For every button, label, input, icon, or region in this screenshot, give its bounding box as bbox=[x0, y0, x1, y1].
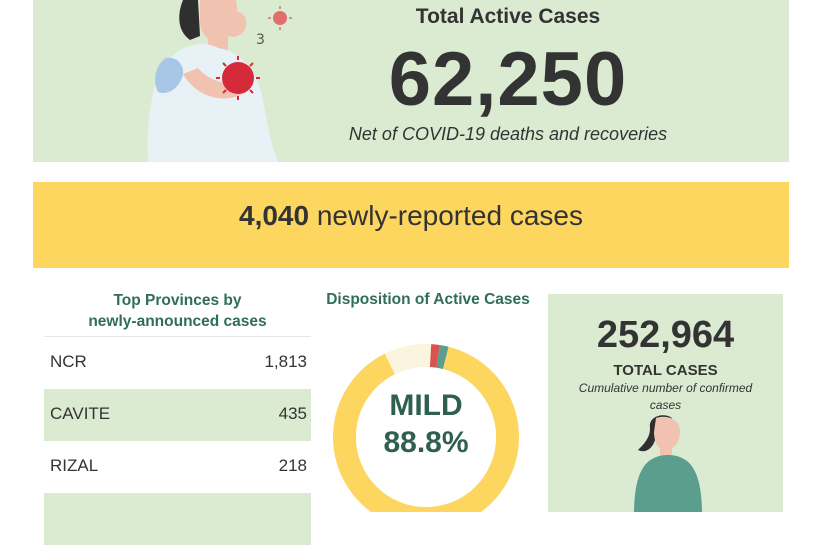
new-cases-label: newly-reported cases bbox=[309, 200, 583, 231]
total-active-subtitle: Net of COVID-19 deaths and recoveries bbox=[348, 124, 668, 144]
total-cases-value: 252,964 bbox=[596, 314, 735, 356]
donut-hole bbox=[356, 367, 496, 507]
donut-slice-1 bbox=[384, 344, 432, 375]
new-cases-count: 4,040 bbox=[239, 200, 310, 231]
donut-center-value: 88.8% bbox=[383, 426, 469, 459]
province-value: 435 bbox=[278, 404, 307, 423]
total-active-title: Total Active Cases bbox=[415, 5, 601, 28]
new-cases-text: 4,040 newly-reported cases bbox=[33, 200, 789, 232]
disposition-donut-chart bbox=[333, 344, 519, 512]
coughing-woman-illustration: 3 bbox=[147, 0, 292, 162]
total-active-value: 62,250 bbox=[388, 37, 628, 122]
province-name: CAVITE bbox=[50, 404, 111, 423]
total-cases-card: 252,964 TOTAL CASES Cumulative number of… bbox=[548, 294, 783, 512]
province-name: NCR bbox=[50, 352, 87, 371]
donut-center-label: MILD bbox=[389, 389, 463, 422]
active-cases-banner: 3 Total Active Cases 62,250 Net of COVID… bbox=[33, 0, 789, 162]
table-row: NCR 1,813 bbox=[44, 337, 311, 389]
svg-text:3: 3 bbox=[256, 32, 265, 48]
province-value: 1,813 bbox=[264, 352, 307, 371]
province-value: 218 bbox=[278, 456, 307, 475]
total-cases-label: TOTAL CASES bbox=[613, 362, 718, 379]
disposition-title: Disposition of Active Cases bbox=[326, 291, 530, 308]
provinces-title: Top Provinces by newly-announced cases bbox=[44, 290, 311, 332]
table-row bbox=[44, 493, 311, 545]
provinces-title-line1: Top Provinces by bbox=[113, 292, 242, 309]
provinces-title-line2: newly-announced cases bbox=[88, 313, 267, 330]
donut-slice-2 bbox=[429, 344, 440, 368]
provinces-divider bbox=[44, 336, 311, 337]
donut-slice-3 bbox=[436, 345, 449, 370]
province-name: RIZAL bbox=[50, 456, 99, 475]
total-cases-subtitle: Cumulative number of confirmed cases bbox=[578, 381, 753, 412]
new-cases-banner: 4,040 newly-reported cases bbox=[33, 182, 789, 268]
table-row: RIZAL 218 bbox=[44, 441, 311, 493]
person-illustration bbox=[634, 415, 702, 512]
table-row: CAVITE 435 bbox=[44, 389, 311, 441]
